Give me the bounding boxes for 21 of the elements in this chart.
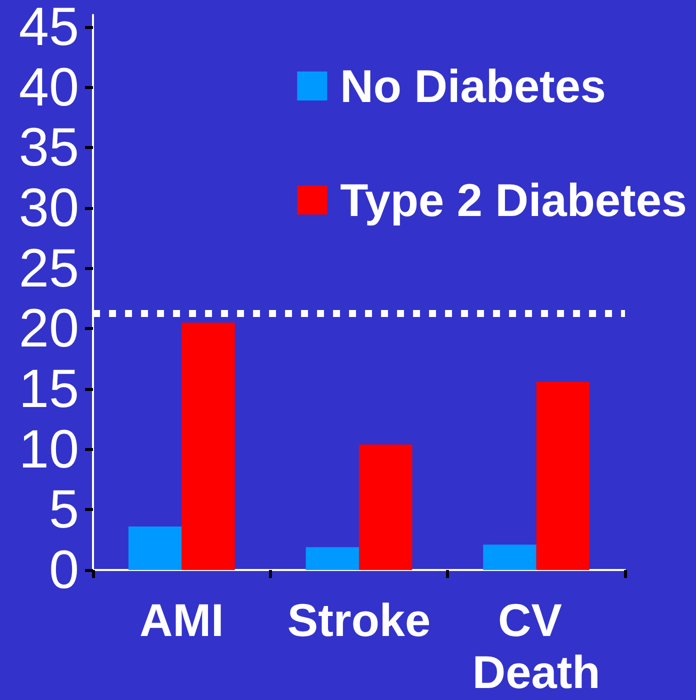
y-tick-label: 20 (18, 298, 79, 359)
bar (483, 544, 536, 570)
y-tick-label: 40 (18, 57, 79, 118)
legend-label: Type 2 Diabetes (340, 174, 687, 226)
y-tick-label: 5 (48, 480, 79, 540)
bar (359, 444, 412, 570)
bar (536, 382, 590, 570)
y-tick-label: 25 (18, 238, 79, 298)
bar (306, 547, 359, 570)
x-tick-label: Stroke (287, 594, 431, 646)
bar (182, 322, 235, 570)
legend-label: No Diabetes (340, 60, 606, 112)
y-tick-label: 45 (18, 0, 79, 57)
y-tick-label: 10 (18, 419, 79, 480)
y-tick-label: 0 (48, 540, 79, 600)
y-tick-label: 35 (18, 118, 79, 178)
x-tick-label: CV Death (472, 594, 600, 698)
x-tick-label: AMI (140, 594, 224, 646)
y-tick-label: 15 (18, 359, 79, 419)
bar (128, 526, 182, 570)
y-tick-label: 30 (18, 178, 79, 238)
